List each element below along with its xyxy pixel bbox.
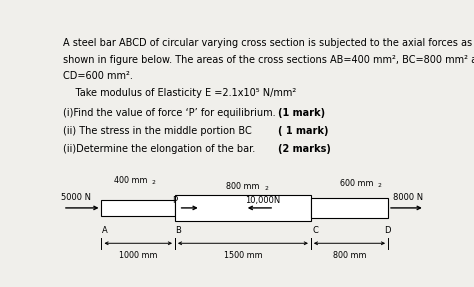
Text: (ii) The stress in the middle portion BC: (ii) The stress in the middle portion BC	[63, 126, 252, 136]
Text: A steel bar ABCD of circular varying cross section is subjected to the axial for: A steel bar ABCD of circular varying cro…	[63, 38, 472, 49]
Text: 800 mm: 800 mm	[333, 251, 366, 259]
Text: 2: 2	[265, 186, 269, 191]
Text: 8000 N: 8000 N	[393, 193, 423, 202]
Text: B: B	[175, 226, 181, 234]
Bar	[311, 198, 388, 218]
Text: (2 marks): (2 marks)	[278, 144, 331, 154]
Text: P: P	[172, 196, 177, 205]
Text: 800 mm: 800 mm	[226, 182, 260, 191]
Text: Take modulus of Elasticity E =2.1x10⁵ N/mm²: Take modulus of Elasticity E =2.1x10⁵ N/…	[63, 88, 296, 98]
Text: CD=600 mm².: CD=600 mm².	[63, 71, 133, 81]
Text: 5000 N: 5000 N	[61, 193, 91, 202]
Text: 1000 mm: 1000 mm	[119, 251, 157, 259]
Text: D: D	[384, 226, 391, 234]
Bar	[175, 195, 311, 221]
Text: 600 mm: 600 mm	[340, 179, 374, 188]
Text: 2: 2	[377, 183, 381, 188]
Text: 1500 mm: 1500 mm	[224, 251, 262, 259]
Text: ( 1 mark): ( 1 mark)	[278, 126, 328, 136]
Text: 2: 2	[152, 180, 155, 185]
Text: A: A	[101, 226, 107, 234]
Bar	[101, 200, 175, 216]
Text: 10,000N: 10,000N	[246, 196, 281, 205]
Text: 400 mm: 400 mm	[114, 176, 147, 185]
Text: (1 mark): (1 mark)	[278, 108, 325, 119]
Text: (i)Find the value of force ‘P’ for equilibrium.: (i)Find the value of force ‘P’ for equil…	[63, 108, 275, 119]
Text: C: C	[313, 226, 319, 234]
Text: (ii)Determine the elongation of the bar.: (ii)Determine the elongation of the bar.	[63, 144, 255, 154]
Text: shown in figure below. The areas of the cross sections AB=400 mm², BC=800 mm² an: shown in figure below. The areas of the …	[63, 55, 474, 65]
